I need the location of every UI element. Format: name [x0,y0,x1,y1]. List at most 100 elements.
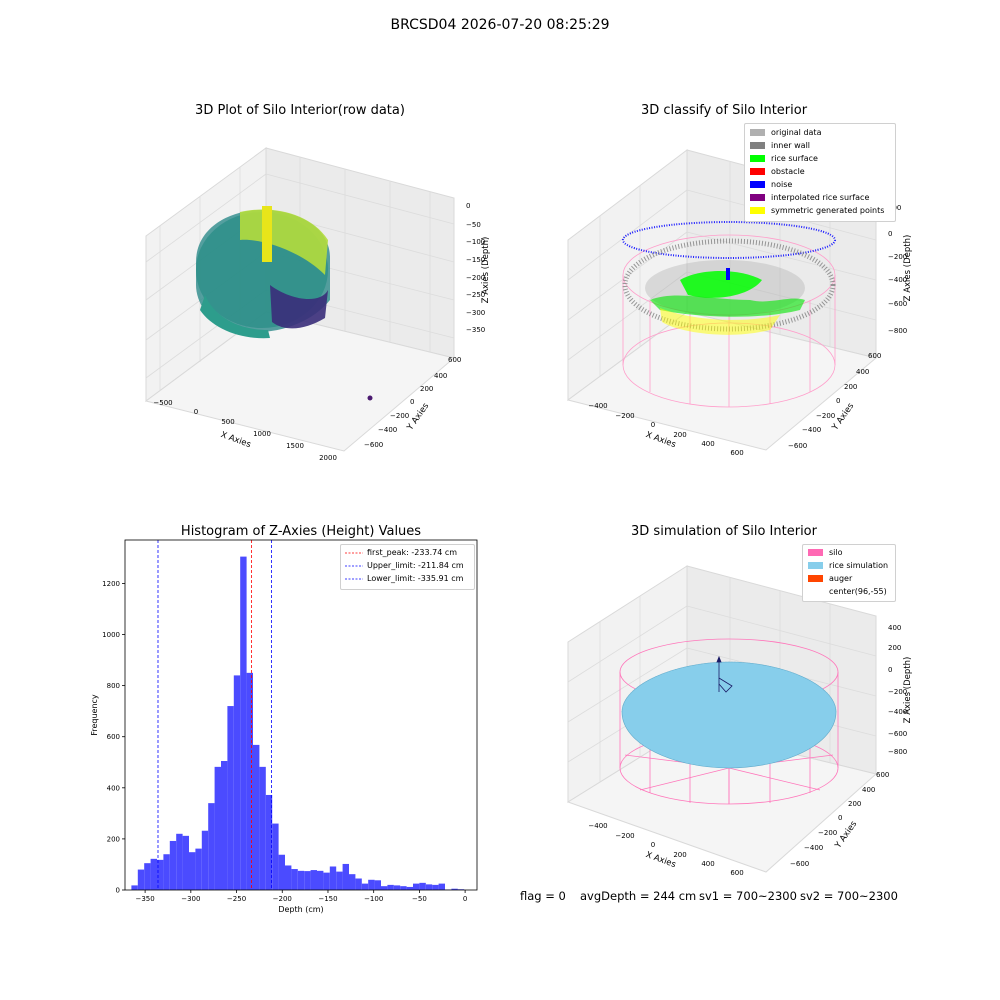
plot1-ytick: 400 [434,372,447,380]
plot1-xtick: 1500 [286,442,304,450]
histogram-bar [265,794,273,890]
histogram-xtick-label: −200 [273,895,292,903]
plot1-ztick: −200 [466,274,485,282]
plot4-ztick: −800 [888,748,907,756]
histogram-bar [272,823,279,890]
plot4-ytick: 200 [848,800,861,808]
legend-swatch [750,207,765,214]
histogram-ytick-label: 1000 [102,631,120,639]
histogram-bar [438,883,445,890]
histogram-ytick-label: 400 [107,784,120,792]
histogram-bar [201,830,209,890]
histogram-bar [413,883,420,890]
histogram-bar [189,852,196,890]
plot1-point-cloud [196,206,373,401]
footer-avg-depth: avgDepth = 244 cm [580,889,697,903]
plot4-auger [716,655,733,693]
histogram-xlabel: Depth (cm) [278,905,323,914]
plot4-title: 3D simulation of Silo Interior [631,524,817,539]
histogram-bar [240,556,247,890]
histogram-legend: first_peak: -233.74 cm Upper_limit: -211… [340,544,475,590]
histogram-chart: −350 −300 −250 −200 −150 −100 −50 0 0 200 400 600 8… [90,539,478,914]
histogram-ytick-label: 1200 [102,580,120,588]
histogram-x-ticks: −350 −300 −250 −200 −150 −100 −50 0 [135,890,467,903]
legend-line [345,565,363,566]
histogram-bar [253,744,260,890]
histogram-bar [163,854,170,890]
legend-line [345,578,363,579]
histogram-bar [310,870,317,890]
plot1-z-ticks: 0 −50 −100 −150 −200 −250 −300 −350 [466,202,485,334]
plot4-ztick: 200 [888,644,901,652]
plot1-y-ticks: 600 400 200 0 −200 −400 −600 [364,356,461,449]
histogram-bar [304,871,311,890]
plot4-z-ticks: 400 200 0 −200 −400 −600 −800 [888,624,907,756]
plot4-rice-simulation [621,661,837,769]
footer-sv1: sv1 = 700~2300 [699,889,797,903]
histogram-bar [259,766,266,890]
legend-swatch [750,129,765,136]
plot1-title: 3D Plot of Silo Interior(row data) [195,103,405,118]
histogram-bar [342,863,349,890]
histogram-bar [425,884,433,890]
legend-swatch [750,168,765,175]
legend-entry-auger: auger [803,572,895,585]
plot1-zlabel: Z Axies (Depth) [481,237,491,304]
plot4-ztick: −400 [888,708,907,716]
histogram-bar [329,866,337,890]
histogram-ytick-label: 0 [116,887,120,895]
plot2-ztick: −600 [888,300,907,308]
plot1-xtick: 1000 [253,430,271,438]
plot2-ytick: −600 [788,442,807,450]
plot1-ztick: −100 [466,238,485,246]
histogram-frame [124,539,478,891]
legend-swatch [808,549,823,556]
histogram-bar [393,885,401,890]
histogram-bar [182,835,189,890]
histogram-bar [355,878,362,890]
plot2-xtick: −400 [588,402,607,410]
histogram-bar [361,883,369,890]
histogram-bar [285,865,292,890]
histogram-bar [246,672,253,890]
histogram-bar [387,884,394,890]
histogram-bar [150,858,157,890]
histogram-bar [157,859,164,890]
plot4-xtick: −400 [588,822,607,830]
plot4-y-ticks: 600 400 200 0 −200 −400 −600 [790,771,889,868]
plot4-ytick: 400 [862,786,875,794]
plot2-ztick: −400 [888,276,907,284]
histogram-ytick-label: 800 [107,682,120,690]
histogram-bar [432,884,439,890]
histogram-bar [451,888,458,890]
legend-swatch [808,562,823,569]
histogram-bar [169,840,177,890]
plot2-ytick: −400 [802,426,821,434]
plot2-x-ticks: −400 −200 0 200 400 600 [588,402,743,457]
plot1-ztick: 0 [466,202,470,210]
plot1-ztick: −50 [466,221,481,229]
plot4-ztick: −600 [888,730,907,738]
plot2-xtick: −200 [615,412,634,420]
plot1-ytick: 0 [410,398,414,406]
histogram-bar [227,706,234,890]
histogram-xtick-label: −250 [227,895,246,903]
histogram-bar [176,833,183,890]
legend-entry-symmetric: symmetric generated points [745,204,895,217]
histogram-y-ticks: 0 200 400 600 800 1000 1200 [102,580,125,895]
plot2-axes3d: −400 −200 0 200 400 600 X Axies 600 400 … [566,148,913,457]
plot4-ytick: −400 [804,844,823,852]
plot2-ztick: 0 [888,230,892,238]
histogram-vlines [157,540,272,890]
plot1-axes3d: −500 0 500 1000 1500 2000 X Axies 600 40… [144,147,491,462]
histogram-bar [317,870,324,890]
histogram-bar [137,869,145,890]
plot1-x-ticks: −500 0 500 1000 1500 2000 [153,399,337,462]
plot1-ytick: 200 [420,385,433,393]
histogram-bar [349,874,356,890]
legend-swatch [750,142,765,149]
plot1-xtick: 500 [221,418,234,426]
plot1-ztick: −150 [466,256,485,264]
legend-entry-noise: noise [745,178,895,191]
plot4-zlabel: Z Axies (Depth) [903,657,913,724]
